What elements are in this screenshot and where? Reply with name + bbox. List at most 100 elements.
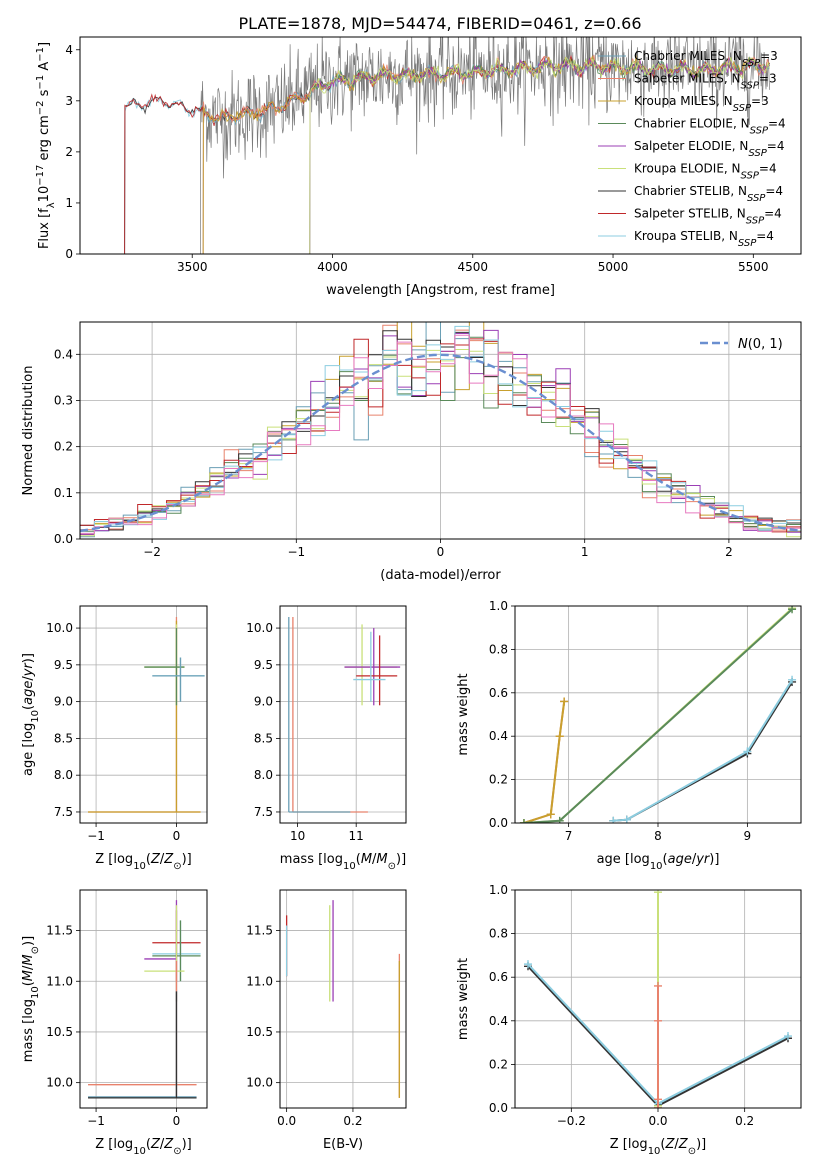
x-tick-label: 1 — [581, 545, 589, 559]
x-tick-label: 3500 — [177, 260, 208, 274]
y-tick-label: 9.5 — [254, 658, 273, 672]
y-tick-label: 9.5 — [54, 658, 73, 672]
legend-entry: Salpeter MILES, NSSP=3 — [634, 72, 777, 92]
mass-weight-point — [555, 732, 564, 741]
y-tick-label: 0.2 — [489, 1057, 508, 1071]
y-axis-label: age [log10(age/yr)] — [21, 653, 41, 776]
x-axis-label: (data-model)/error — [380, 568, 501, 583]
figure-title: PLATE=1878, MJD=54474, FIBERID=0461, z=0… — [238, 14, 641, 33]
mass-weight-vs-age-axes: 7 8 9 0.0 0.2 0.4 0.6 0.8 1.0 age [log10(age/yr)]… — [456, 599, 802, 872]
mass-weight-point — [560, 697, 569, 706]
mass-weight-point — [622, 815, 631, 823]
y-tick-label: 10.0 — [246, 1076, 273, 1090]
spectrum-model-line — [124, 57, 770, 254]
mass-vs-reddening-axes: 0.0 0.2 10.0 10.5 11.0 11.5 E(B-V) — [246, 889, 407, 1152]
y-tick-label: 7.5 — [54, 805, 73, 819]
y-tick-label: 0.0 — [54, 532, 73, 546]
y-tick-label: 0 — [65, 247, 73, 261]
axes-frame — [79, 36, 802, 255]
y-tick-label: 11.0 — [246, 974, 273, 988]
x-tick-label: 0.0 — [648, 1114, 667, 1128]
y-tick-label: 10.0 — [46, 1076, 73, 1090]
x-tick-label: 11 — [349, 829, 364, 843]
x-tick-label: −1 — [87, 829, 105, 843]
legend-entry: Kroupa STELIB, NSSP=4 — [634, 229, 774, 249]
x-tick-label: 2 — [725, 545, 733, 559]
y-tick-label: 0.4 — [489, 729, 508, 743]
spectrum-model-line — [124, 54, 770, 254]
spectrum-model-line — [309, 56, 770, 254]
spectrum-legend: Chabrier MILES, NSSP=3 Salpeter MILES, NS… — [598, 49, 786, 249]
mass-weight-line — [613, 681, 793, 822]
y-tick-label: 0.2 — [489, 773, 508, 787]
y-tick-label: 1 — [65, 196, 73, 210]
x-tick-label: 4500 — [457, 260, 488, 274]
mass-weight-vs-metallicity-axes: −0.2 0.0 0.2 0.0 0.2 0.4 0.6 0.8 1.0 Z [log10(Z/Z… — [456, 883, 802, 1157]
mass-weight-point — [654, 981, 662, 990]
y-tick-label: 11.0 — [46, 974, 73, 988]
x-tick-label: 10 — [290, 829, 305, 843]
y-tick-label: 8.5 — [254, 731, 273, 745]
spectrum-model-line — [309, 56, 770, 254]
legend-entry: Chabrier MILES, NSSP=3 — [634, 49, 778, 69]
age-vs-mass-marks — [288, 617, 401, 813]
x-tick-label: −1 — [87, 1114, 105, 1128]
x-tick-label: −1 — [287, 545, 305, 559]
mass-weight-line — [613, 679, 793, 822]
y-tick-label: 9.0 — [254, 695, 273, 709]
y-axis-label: mass weight — [456, 673, 471, 755]
y-tick-label: 8.0 — [54, 768, 73, 782]
axes-frame — [279, 889, 407, 1109]
mass-weight-point — [788, 675, 797, 684]
mass-weight-point — [546, 810, 555, 819]
spectrum-marks — [80, 37, 771, 254]
x-axis-label: Z [log10(Z/Z⊙)] — [95, 1137, 192, 1157]
x-tick-label: 9 — [744, 829, 752, 843]
y-tick-label: 11.5 — [246, 924, 273, 938]
y-axis-label: mass [log10(M/M⊙)] — [21, 936, 41, 1062]
mass-weight-point — [743, 747, 752, 756]
x-tick-label: 7 — [565, 829, 573, 843]
age-vs-metallicity-axes: −1 0 7.5 8.0 8.5 9.0 9.5 10.0 Z [log10(Z/Z⊙)] age… — [21, 605, 208, 872]
x-tick-label: −0.2 — [557, 1114, 586, 1128]
y-tick-label: 10.0 — [246, 621, 273, 635]
x-axis-label: age [log10(age/yr)] — [597, 852, 720, 872]
histogram-legend: N(0, 1) — [700, 337, 783, 352]
y-tick-label: 0.3 — [54, 393, 73, 407]
legend-entry: N(0, 1) — [738, 337, 783, 352]
y-tick-label: 0.6 — [489, 970, 508, 984]
legend-entry: Salpeter ELODIE, NSSP=4 — [634, 139, 784, 159]
x-tick-label: 5500 — [738, 260, 769, 274]
mass-weight-vs-age-marks — [519, 606, 797, 823]
x-tick-label: 4000 — [317, 260, 348, 274]
x-tick-label: 0.2 — [735, 1114, 754, 1128]
spectrum-model-line — [309, 56, 771, 254]
y-tick-label: 8.0 — [254, 768, 273, 782]
axes-frame — [514, 605, 802, 824]
spectrum-data-line — [200, 37, 771, 254]
x-tick-label: 0.0 — [277, 1114, 296, 1128]
legend-entry: Salpeter STELIB, NSSP=4 — [634, 207, 782, 227]
mass-weight-point — [788, 606, 797, 614]
mass-weight-vs-metallicity-marks — [524, 890, 792, 1108]
histogram-step — [80, 334, 801, 534]
y-tick-label: 8.5 — [54, 731, 73, 745]
mass-weight-line — [523, 701, 566, 823]
y-tick-label: 10.0 — [46, 621, 73, 635]
spectrum-model-line — [124, 57, 771, 254]
mass-weight-point — [609, 816, 618, 823]
mass-weight-line — [523, 701, 566, 823]
y-tick-label: 0.0 — [489, 1101, 508, 1115]
y-tick-label: 7.5 — [254, 805, 273, 819]
x-axis-label: Z [log10(Z/Z⊙)] — [610, 1137, 707, 1157]
y-tick-label: 0.8 — [489, 927, 508, 941]
y-tick-label: 3 — [65, 94, 73, 108]
mass-vs-metallicity-marks — [88, 900, 201, 1099]
legend-entry: Chabrier ELODIE, NSSP=4 — [634, 117, 786, 137]
y-tick-label: 0.1 — [54, 486, 73, 500]
residual-histogram-marks — [80, 322, 801, 538]
x-tick-label: 0 — [173, 829, 181, 843]
mass-weight-point — [654, 1095, 662, 1104]
y-tick-label: 9.0 — [54, 695, 73, 709]
mass-weight-point — [784, 1032, 792, 1041]
